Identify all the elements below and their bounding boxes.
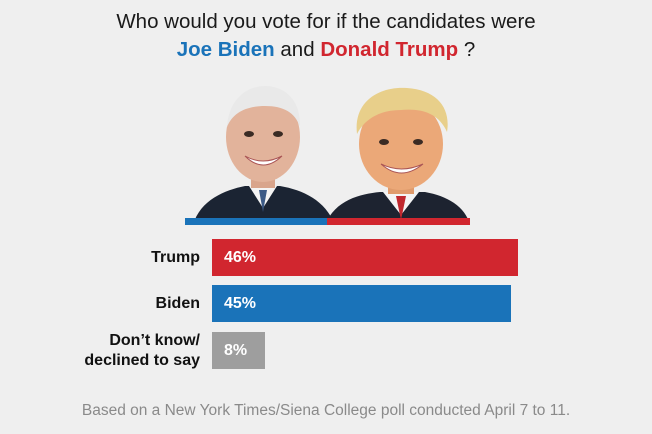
row-label-trump: Trump bbox=[151, 249, 200, 266]
title-joiner: and bbox=[280, 38, 315, 61]
title-prefix: Who would you vote for if the candidates… bbox=[116, 10, 536, 33]
trump-color-strip bbox=[327, 218, 470, 225]
title-candidate-trump: Donald Trump bbox=[320, 38, 459, 61]
value-label-biden: 45% bbox=[224, 295, 257, 312]
row-label-undecided-line1: Don’t know/ bbox=[109, 332, 200, 349]
value-label-trump: 46% bbox=[224, 249, 257, 266]
row-label-undecided: Don’t know/ declined to say bbox=[84, 331, 200, 371]
candidate-portraits bbox=[193, 86, 470, 225]
biden-color-strip bbox=[185, 218, 327, 225]
title-suffix: ? bbox=[463, 38, 476, 61]
title-candidate-biden: Joe Biden bbox=[176, 38, 275, 61]
bar-biden bbox=[212, 285, 511, 322]
bar-undecided bbox=[212, 332, 265, 369]
candidate-color-bar bbox=[185, 218, 470, 225]
bar-trump bbox=[212, 239, 518, 276]
row-label-biden: Biden bbox=[155, 295, 200, 312]
trump-portrait bbox=[325, 87, 470, 225]
chart-source-note: Based on a New York Times/Siena College … bbox=[81, 402, 571, 419]
row-label-undecided-line2: declined to say bbox=[84, 352, 200, 369]
chart-title: Who would you vote for if the candidates… bbox=[0, 8, 652, 64]
biden-portrait bbox=[193, 86, 335, 225]
value-label-undecided: 8% bbox=[224, 342, 248, 359]
